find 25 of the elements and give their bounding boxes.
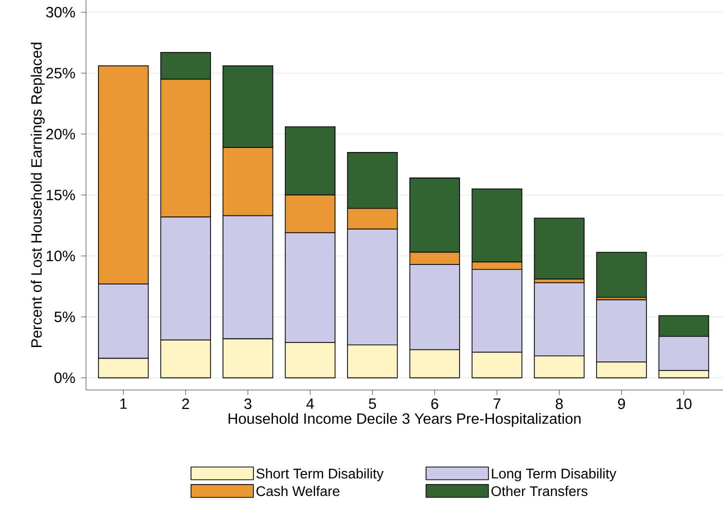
x-tick-label: 4 [306,398,314,409]
legend-label: Other Transfers [491,486,588,496]
y-axis-title: Percent of Lost Household Earnings Replaced [30,42,45,348]
x-axis-title: Household Income Decile 3 Years Pre-Hospitalization [228,412,581,427]
x-tick-label: 3 [244,398,252,410]
x-tick-label: 10 [676,398,692,410]
y-tick-label: 0% [54,372,75,384]
legend-label: Short Term Disability [256,468,384,482]
x-tick-label: 7 [494,398,500,409]
x-tick-label: 9 [618,398,625,410]
y-tick-label: 25% [46,68,75,78]
y-tick-label: 15% [46,190,75,200]
x-tick-label: 5 [368,398,376,409]
bar [596,252,647,298]
legend-label: Long Term Disability [492,468,616,482]
legend-label: Cash Welfare [256,486,340,496]
x-tick-label: 8 [556,398,563,410]
x-tick-label: 2 [182,398,190,409]
y-tick-label: 30% [46,6,75,18]
y-tick-label: 20% [46,128,75,140]
bar [534,218,585,280]
x-tick-label: 1 [120,398,127,409]
x-tick-label: 6 [431,398,438,410]
y-tick-label: 5% [54,312,75,322]
y-tick-label: 10% [46,250,75,262]
